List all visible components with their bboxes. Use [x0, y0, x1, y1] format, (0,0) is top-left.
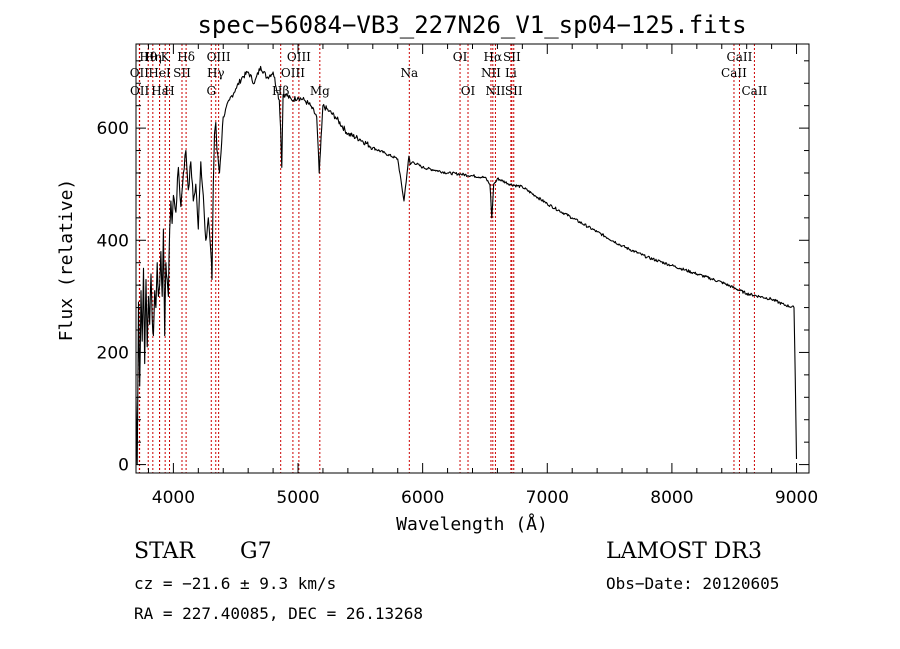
emission-line-label: CaII [727, 50, 753, 64]
object-subclass: G7 [240, 539, 272, 564]
emission-line-label: Mg [310, 84, 330, 98]
x-tick-label: 5000 [276, 488, 319, 508]
emission-line-label: SII [503, 50, 521, 64]
emission-line-label: HeI [148, 66, 171, 80]
x-tick-label: 6000 [401, 488, 444, 508]
emission-line-label: Hε [151, 84, 168, 98]
emission-line-label: SII [173, 66, 191, 80]
emission-line-label: Li [505, 66, 517, 80]
plot-frame [135, 43, 810, 474]
emission-line-label: OI [461, 84, 476, 98]
y-tick-label: 0 [118, 456, 129, 476]
emission-line-label: Hδ [177, 50, 195, 64]
survey-name: LAMOST DR3 [606, 539, 762, 564]
emission-line-label: OI [453, 50, 468, 64]
x-tick-label: 8000 [650, 488, 693, 508]
emission-line-label: OIII [207, 50, 231, 64]
emission-line-label: NII [485, 84, 505, 98]
y-axis-label: Flux (relative) [56, 179, 77, 342]
emission-line-label: OII [130, 66, 150, 80]
emission-line-label: CaII [741, 84, 767, 98]
emission-line-label: G [206, 84, 216, 98]
emission-line-label: Hγ [207, 66, 225, 80]
emission-line-label: CaII [721, 66, 747, 80]
emission-line-label: Hθ [139, 50, 157, 64]
emission-line-label: Hη [144, 50, 162, 64]
chart-title: spec−56084−VB3_227N26_V1_sp04−125.fits [197, 11, 746, 39]
x-axis-label: Wavelength (Å) [396, 513, 548, 535]
emission-line-label: OII [130, 84, 150, 98]
emission-line-label: OIII [287, 50, 311, 64]
obs-date: Obs−Date: 20120605 [606, 574, 779, 593]
emission-line-label: H [164, 84, 174, 98]
coordinates: RA = 227.40085, DEC = 26.13268 [134, 604, 423, 623]
emission-line-label: Na [400, 66, 418, 80]
emission-line-label: Hα [484, 50, 503, 64]
x-tick-label: 7000 [526, 488, 569, 508]
spectrum-line [135, 65, 798, 466]
x-tick-label: 4000 [152, 488, 195, 508]
redshift-cz: cz = −21.6 ± 9.3 km/s [134, 574, 336, 593]
y-tick-label: 400 [97, 231, 129, 251]
object-class: STAR [134, 539, 196, 564]
emission-line-markers [138, 44, 755, 473]
y-tick-label: 200 [97, 343, 129, 363]
emission-line-label: OIII [281, 66, 305, 80]
emission-line-label: NII [481, 66, 501, 80]
emission-line-label: K [161, 50, 171, 64]
x-tick-label: 9000 [775, 488, 818, 508]
emission-line-label: SII [505, 84, 523, 98]
axis-ticks: 4000 5000 6000 7000 8000 9000 0 200 400 600 [97, 44, 818, 508]
y-tick-label: 600 [97, 119, 129, 139]
